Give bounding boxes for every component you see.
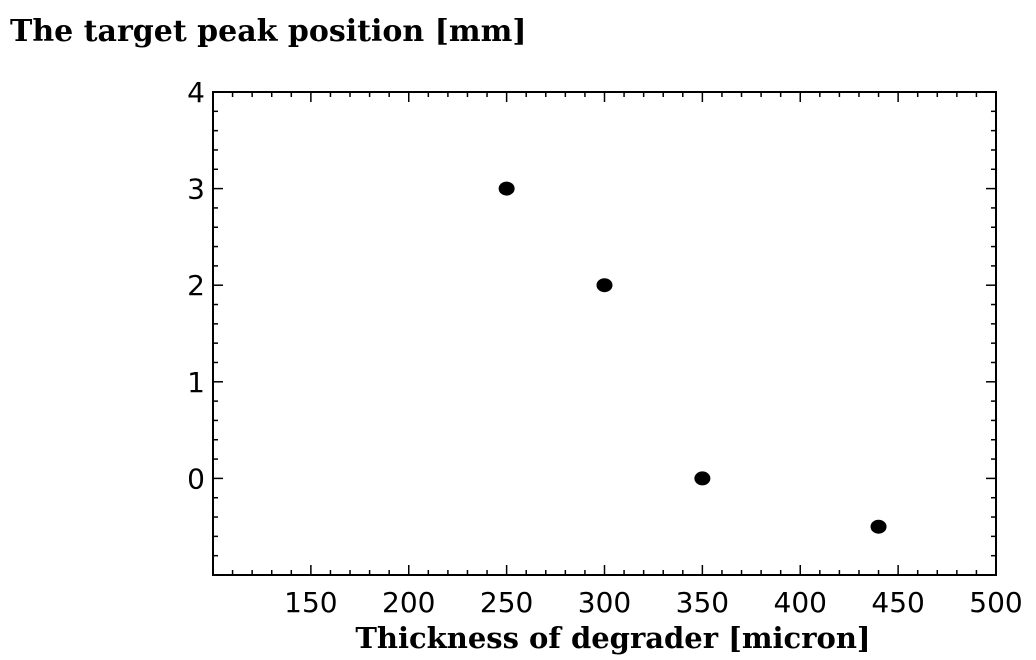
x-tick-label: 200 xyxy=(382,586,435,619)
x-axis-label: Thickness of degrader [micron] xyxy=(355,621,870,655)
x-tick-label: 150 xyxy=(284,586,337,619)
y-tick-label: 3 xyxy=(187,173,205,206)
data-point xyxy=(498,181,515,196)
data-point xyxy=(694,471,711,486)
x-tick-label: 300 xyxy=(578,586,631,619)
x-tick-label: 250 xyxy=(480,586,533,619)
chart-title: The target peak position [mm] xyxy=(10,14,527,49)
x-tick-label: 400 xyxy=(774,586,827,619)
plot-area: 150 200 250 300 350 400 450 500 0 1 2 3 4 xyxy=(187,76,1023,619)
y-tick-label: 2 xyxy=(187,269,205,302)
data-point xyxy=(870,519,887,534)
x-tick-label: 350 xyxy=(676,586,729,619)
data-point xyxy=(596,278,613,293)
y-tick-label: 0 xyxy=(187,462,205,495)
x-tick-label: 500 xyxy=(969,586,1022,619)
x-tick-label: 450 xyxy=(871,586,924,619)
y-tick-label: 4 xyxy=(187,76,205,109)
plot-frame xyxy=(212,91,997,576)
y-tick-label: 1 xyxy=(187,366,205,399)
